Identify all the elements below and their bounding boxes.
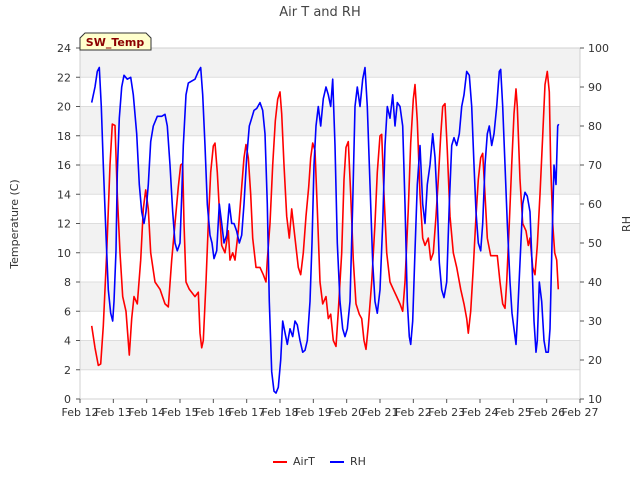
right-tick-label: 10	[588, 393, 602, 406]
right-tick-label: 80	[588, 120, 602, 133]
right-tick-label: 30	[588, 315, 602, 328]
left-tick-label: 20	[57, 101, 71, 114]
x-tick-label: Feb 19	[295, 406, 332, 419]
chart-title: Air T and RH	[279, 5, 360, 20]
right-tick-label: 70	[588, 159, 602, 172]
x-tick-label: Feb 13	[95, 406, 132, 419]
right-tick-label: 50	[588, 237, 602, 250]
right-tick-label: 60	[588, 198, 602, 211]
right-tick-label: 20	[588, 354, 602, 367]
legend: AirT RH	[273, 455, 366, 468]
x-tick-label: Feb 20	[328, 406, 365, 419]
legend-label-airt: AirT	[293, 455, 315, 468]
left-tick-label: 8	[64, 276, 71, 289]
left-tick-label: 16	[57, 159, 71, 172]
x-tick-label: Feb 25	[495, 406, 532, 419]
left-tick-label: 14	[57, 188, 71, 201]
x-tick-label: Feb 24	[462, 406, 499, 419]
left-tick-label: 6	[64, 305, 71, 318]
grid-band	[80, 48, 580, 78]
left-tick-label: 2	[64, 364, 71, 377]
left-tick-label: 4	[64, 335, 71, 348]
y-axis-left-label: Temperature (C)	[8, 179, 21, 269]
station-label: SW_Temp	[86, 36, 145, 49]
station-label-box: SW_Temp	[79, 32, 152, 51]
grid-bands	[80, 48, 580, 370]
x-tick-label: Feb 16	[195, 406, 232, 419]
x-tick-label: Feb 21	[362, 406, 399, 419]
x-tick-label: Feb 15	[162, 406, 199, 419]
left-tick-label: 18	[57, 130, 71, 143]
x-tick-label: Feb 27	[562, 406, 599, 419]
left-tick-label: 12	[57, 218, 71, 231]
series-line-rh	[90, 66, 560, 394]
right-tick-label: 40	[588, 276, 602, 289]
grid-band	[80, 165, 580, 195]
left-tick-label: 22	[57, 71, 71, 84]
right-tick-label: 90	[588, 81, 602, 94]
series-layer	[90, 66, 560, 394]
x-tick-label: Feb 18	[262, 406, 299, 419]
grid-band	[80, 223, 580, 253]
grid-band	[80, 340, 580, 370]
y-axis-right-label: RH	[620, 216, 633, 232]
x-tick-label: Feb 12	[62, 406, 99, 419]
x-tick-label: Feb 14	[128, 406, 165, 419]
station-label-shape	[79, 32, 152, 51]
right-axis: 10 20 30 40 50 60 70 80 90 100	[580, 42, 609, 406]
legend-label-rh: RH	[350, 455, 366, 468]
x-tick-label: Feb 26	[528, 406, 565, 419]
x-tick-label: Feb 17	[228, 406, 265, 419]
x-tick-label: Feb 23	[428, 406, 465, 419]
left-tick-label: 10	[57, 247, 71, 260]
right-tick-label: 100	[588, 42, 609, 55]
x-tick-label: Feb 22	[395, 406, 432, 419]
left-tick-label: 24	[57, 42, 71, 55]
left-tick-label: 0	[64, 393, 71, 406]
